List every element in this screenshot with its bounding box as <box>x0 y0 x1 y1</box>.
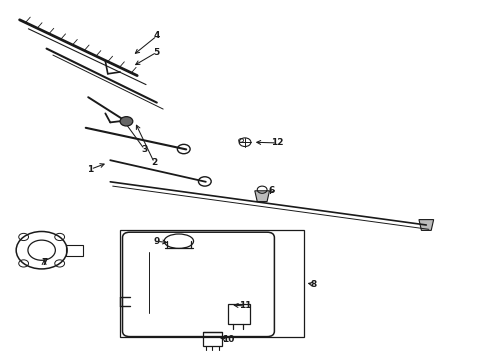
Text: 3: 3 <box>142 145 147 154</box>
Bar <box>203 332 222 346</box>
Text: 10: 10 <box>221 335 234 343</box>
Text: 11: 11 <box>239 302 251 310</box>
Text: 5: 5 <box>154 48 160 57</box>
Text: 4: 4 <box>153 31 160 40</box>
Bar <box>66 245 83 256</box>
Polygon shape <box>419 220 434 230</box>
Text: 12: 12 <box>270 139 283 148</box>
Text: 2: 2 <box>151 158 157 167</box>
Bar <box>228 304 250 324</box>
Text: 9: 9 <box>153 237 160 246</box>
Polygon shape <box>255 191 270 202</box>
Text: 6: 6 <box>269 186 275 195</box>
Text: 1: 1 <box>88 165 94 174</box>
Text: 7: 7 <box>41 258 48 267</box>
Circle shape <box>120 117 133 126</box>
Bar <box>120 230 304 337</box>
Text: 8: 8 <box>311 280 317 289</box>
